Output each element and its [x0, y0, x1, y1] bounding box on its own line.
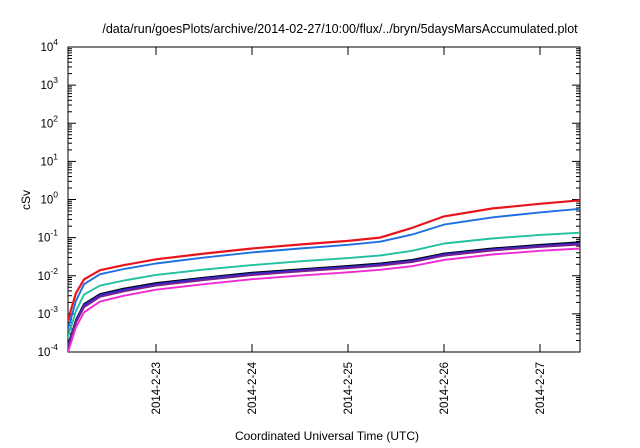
- plot-frame: [67, 46, 581, 353]
- y-tick-label: 10-3: [38, 304, 59, 321]
- series-line: [68, 207, 580, 330]
- y-tick-label: 10-2: [38, 266, 59, 283]
- series-line: [68, 242, 580, 348]
- x-axis: 2014-2-23 2014-2-24 2014-2-25 2014-2-26 2014…: [151, 47, 547, 414]
- series-line: [68, 241, 580, 347]
- x-tick-label: 2014-2-27: [535, 362, 547, 414]
- y-tick-label: 100: [40, 190, 58, 207]
- x-tick-label: 2014-2-24: [247, 361, 259, 414]
- series-layer: [68, 199, 580, 352]
- series-line: [68, 247, 580, 352]
- y-tick-label: 101: [40, 151, 58, 168]
- chart-title: /data/run/goesPlots/archive/2014-02-27/1…: [102, 22, 578, 36]
- y-tick-label: 102: [40, 113, 58, 130]
- x-tick-label: 2014-2-25: [343, 362, 355, 414]
- series-line: [68, 231, 580, 338]
- y-tick-label: 10-1: [38, 228, 59, 245]
- y-tick-label: 104: [40, 37, 58, 54]
- x-tick-label: 2014-2-26: [439, 362, 451, 414]
- x-tick-label: 2014-2-23: [151, 362, 163, 414]
- series-line: [68, 199, 580, 321]
- y-tick-label: 10-4: [38, 342, 59, 359]
- y-axis: 10-4 10-3 10-2 10-1 100 101 102 103 104: [38, 37, 580, 359]
- x-axis-label: Coordinated Universal Time (UTC): [235, 429, 419, 443]
- series-line: [68, 243, 580, 349]
- y-tick-label: 103: [40, 75, 58, 92]
- y-axis-label: cSv: [19, 190, 33, 210]
